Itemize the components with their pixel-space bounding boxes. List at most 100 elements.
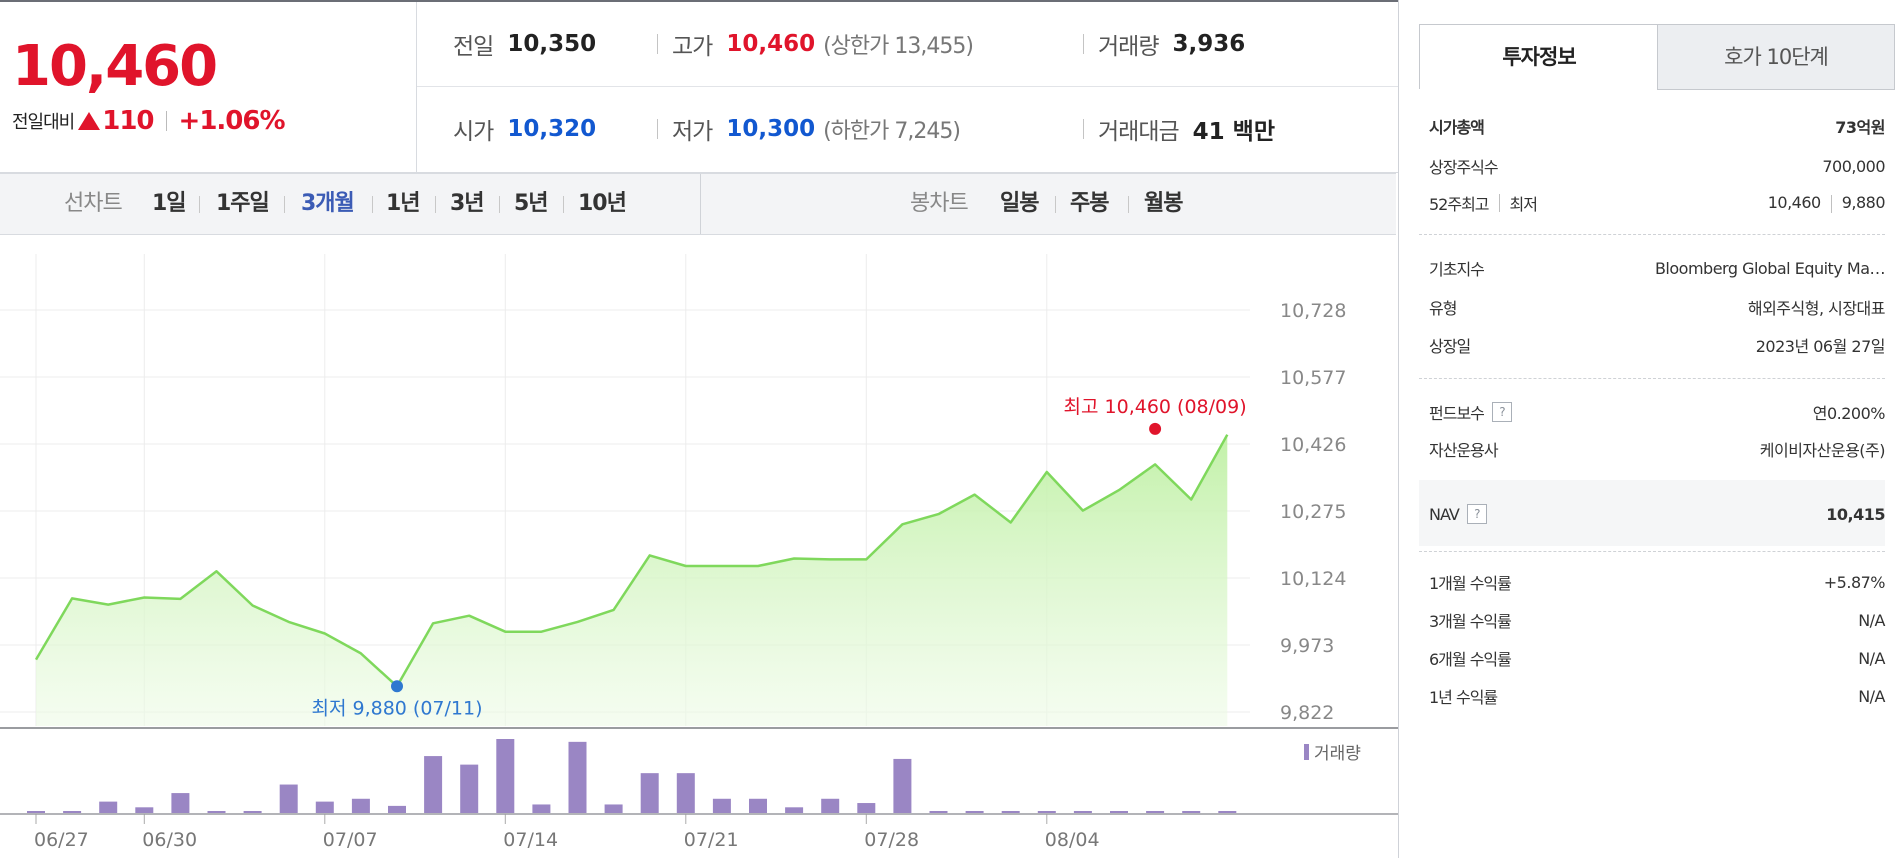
period-10y[interactable]: 10년 <box>578 191 627 216</box>
top-border <box>0 0 1398 2</box>
volume-bar <box>171 793 190 813</box>
return-3m-label: 3개월 수익률 <box>1429 612 1512 631</box>
change-row: 전일대비 110 +1.06% <box>12 106 286 136</box>
prev-close-label: 전일 <box>453 34 494 60</box>
prev-close-value: 10,350 <box>507 31 597 57</box>
volume-bar <box>424 756 443 813</box>
y-tick-label: 10,124 <box>1280 568 1346 590</box>
volume-bar <box>207 811 226 813</box>
period-5y[interactable]: 5년 <box>514 191 549 216</box>
week52-high-label: 52주최고 <box>1429 195 1490 214</box>
volume-bar <box>315 801 334 813</box>
return-3m-row: 3개월 수익률 N/A <box>1429 601 1885 639</box>
volume-bar <box>388 805 406 813</box>
period-3m[interactable]: 3개월 <box>301 191 355 216</box>
divider <box>1083 119 1084 139</box>
volume-bar <box>1073 811 1092 813</box>
type-label: 유형 <box>1429 299 1457 318</box>
week52-values: 10,460 9,880 <box>1767 193 1886 213</box>
stats-row: 전일 10,350 고가 10,460 (상한가 13,455) 거래량 3,9… <box>417 2 1398 87</box>
period-1y[interactable]: 1년 <box>386 191 421 216</box>
tab-investment-info[interactable]: 투자정보 <box>1419 24 1659 89</box>
current-price: 10,460 <box>12 34 218 99</box>
x-tick-label: 07/28 <box>864 829 919 851</box>
max-point-label: 최고 10,460 (08/09) <box>1064 396 1247 418</box>
y-tick-label: 10,426 <box>1280 434 1346 456</box>
candle-monthly[interactable]: 월봉 <box>1144 191 1183 216</box>
candle-weekly[interactable]: 주봉 <box>1070 191 1109 216</box>
line-chart-label: 선차트 <box>64 191 123 216</box>
y-tick-label: 9,973 <box>1280 635 1334 657</box>
divider <box>563 196 564 213</box>
divider <box>1055 196 1056 213</box>
divider <box>165 111 167 131</box>
volume-bar <box>712 798 731 813</box>
help-icon[interactable]: ? <box>1466 504 1487 524</box>
divider <box>1419 551 1885 552</box>
volume-bar <box>135 807 154 813</box>
divider <box>657 119 658 139</box>
manager-value: 케이비자산운용(주) <box>1759 441 1886 460</box>
price-summary: 10,460 전일대비 110 +1.06% <box>0 2 417 173</box>
volume-bar <box>1001 811 1020 813</box>
candle-daily[interactable]: 일봉 <box>1000 191 1039 216</box>
change-label: 전일대비 <box>12 112 75 133</box>
divider <box>499 196 500 213</box>
candle-chart-label: 봉차트 <box>910 191 969 216</box>
divider <box>657 34 658 54</box>
volume-legend-swatch <box>1304 744 1309 760</box>
week52-row: 52주최고 최저 10,460 9,880 <box>1429 184 1886 222</box>
market-cap-value: 73억원 <box>1835 118 1885 137</box>
y-tick-label: 9,822 <box>1280 702 1334 724</box>
lower-limit: (하한가 7,245) <box>823 119 961 144</box>
volume-bar <box>460 764 479 813</box>
period-3y[interactable]: 3년 <box>450 191 485 216</box>
info-tabs: 투자정보 호가 10단계 <box>1419 24 1895 90</box>
volume-bar <box>749 798 767 813</box>
upper-limit: (상한가 13,455) <box>823 34 974 59</box>
return-1y-value: N/A <box>1858 686 1885 706</box>
tab-quote-10[interactable]: 호가 10단계 <box>1657 24 1895 90</box>
week52-high: 10,460 <box>1767 193 1821 213</box>
high-value: 10,460 <box>726 31 816 57</box>
main-panel: 10,460 전일대비 110 +1.06% 전일 10,350 고가 10,4… <box>0 2 1398 851</box>
listing-value: 2023년 06월 27일 <box>1755 337 1886 356</box>
help-icon[interactable]: ? <box>1491 402 1512 422</box>
fee-value: 연0.200% <box>1812 404 1886 423</box>
price-area <box>36 434 1228 726</box>
x-tick-label: 07/07 <box>323 829 378 851</box>
volume-bar <box>821 798 840 813</box>
nav-label-wrap: NAV? <box>1429 504 1487 524</box>
volume-bar <box>279 784 298 813</box>
volume-bar <box>496 739 515 813</box>
volume-bar <box>1110 811 1128 813</box>
shares-value: 700,000 <box>1822 156 1885 176</box>
type-value: 해외주식형, 시장대표 <box>1747 299 1886 318</box>
period-1d[interactable]: 1일 <box>152 191 187 216</box>
open-value: 10,320 <box>507 116 597 142</box>
min-point-label: 최저 9,880 (07/11) <box>311 697 482 719</box>
volume-bar <box>63 811 82 813</box>
y-tick-label: 10,275 <box>1280 501 1346 523</box>
divider <box>199 196 200 213</box>
type-row: 유형 해외주식형, 시장대표 <box>1429 288 1886 326</box>
divider <box>372 196 373 213</box>
manager-row: 자산운용사 케이비자산운용(주) <box>1429 430 1886 468</box>
y-tick-label: 10,577 <box>1280 367 1346 389</box>
trade-value: 41 백만 <box>1192 119 1275 145</box>
divider <box>1419 378 1885 379</box>
volume-bar <box>857 803 876 813</box>
volume-bar <box>893 758 912 813</box>
volume-bar <box>965 811 984 813</box>
volume-bar <box>1037 811 1056 813</box>
nav-label: NAV <box>1429 504 1460 524</box>
divider <box>1498 194 1500 212</box>
x-tick-label: 07/14 <box>503 829 558 851</box>
shares-row: 상장주식수 700,000 <box>1429 147 1885 185</box>
divider <box>700 174 701 234</box>
period-1w[interactable]: 1주일 <box>216 191 270 216</box>
volume-label: 거래량 <box>1098 34 1159 60</box>
low-label: 저가 <box>672 119 713 145</box>
low-cell: 저가 10,300 (하한가 7,245) <box>657 87 961 171</box>
volume-bar <box>676 773 695 813</box>
